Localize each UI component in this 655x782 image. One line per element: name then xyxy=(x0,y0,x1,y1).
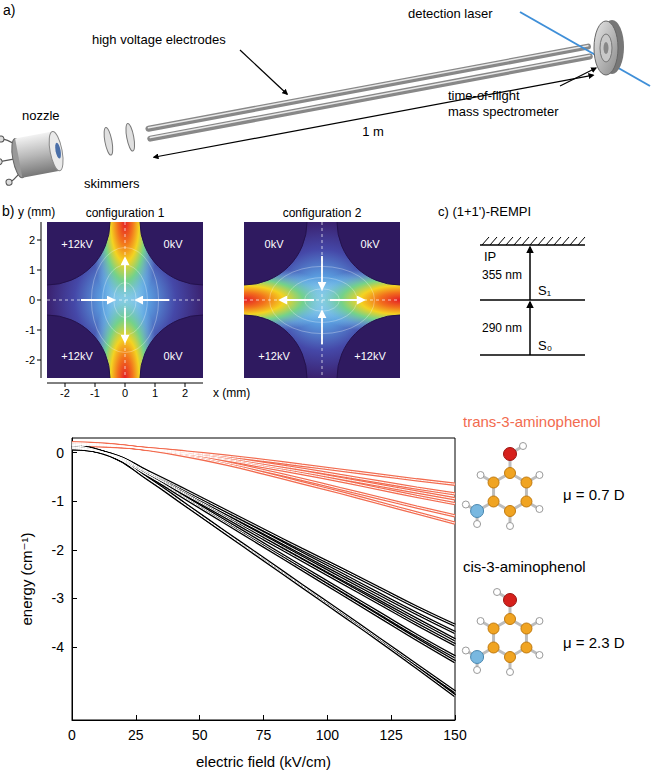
svg-text:c) (1+1')-REMPI: c) (1+1')-REMPI xyxy=(438,204,531,219)
svg-text:50: 50 xyxy=(192,727,208,743)
svg-text:IP: IP xyxy=(484,249,496,264)
svg-text:time-of-flight: time-of-flight xyxy=(448,88,520,103)
svg-text:150: 150 xyxy=(443,727,467,743)
svg-text:-3: -3 xyxy=(52,590,65,606)
svg-text:1: 1 xyxy=(29,264,35,276)
svg-text:2: 2 xyxy=(29,234,35,246)
svg-text:b): b) xyxy=(2,203,14,219)
svg-text:-2: -2 xyxy=(60,387,70,399)
svg-text:skimmers: skimmers xyxy=(84,176,140,191)
svg-text:a): a) xyxy=(3,2,15,18)
svg-text:2: 2 xyxy=(182,387,188,399)
svg-text:configuration 2: configuration 2 xyxy=(283,206,362,220)
svg-text:high voltage electrodes: high voltage electrodes xyxy=(92,32,226,47)
svg-text:x (mm): x (mm) xyxy=(213,386,250,400)
svg-text:nozzle: nozzle xyxy=(22,108,60,123)
svg-text:μ = 2.3 D: μ = 2.3 D xyxy=(563,634,625,651)
svg-text:detection laser: detection laser xyxy=(408,6,493,21)
svg-text:configuration 1: configuration 1 xyxy=(86,206,165,220)
svg-text:-2: -2 xyxy=(25,354,35,366)
svg-text:100: 100 xyxy=(316,727,340,743)
svg-text:0: 0 xyxy=(29,294,35,306)
svg-text:μ = 0.7 D: μ = 0.7 D xyxy=(563,486,625,503)
svg-text:0: 0 xyxy=(68,727,76,743)
svg-text:+12kV: +12kV xyxy=(354,350,386,362)
svg-text:0: 0 xyxy=(122,387,128,399)
svg-text:trans-3-aminophenol: trans-3-aminophenol xyxy=(463,413,601,430)
svg-text:S₀: S₀ xyxy=(538,338,552,353)
svg-text:1 m: 1 m xyxy=(362,124,384,139)
svg-text:-4: -4 xyxy=(52,639,65,655)
svg-text:+12kV: +12kV xyxy=(61,350,93,362)
svg-text:0kV: 0kV xyxy=(164,238,184,250)
svg-text:cis-3-aminophenol: cis-3-aminophenol xyxy=(463,558,586,575)
svg-text:290 nm: 290 nm xyxy=(482,321,522,335)
svg-text:1: 1 xyxy=(152,387,158,399)
svg-text:-1: -1 xyxy=(90,387,100,399)
svg-text:0kV: 0kV xyxy=(361,238,381,250)
svg-text:-1: -1 xyxy=(25,324,35,336)
svg-text:75: 75 xyxy=(256,727,272,743)
svg-text:energy (cm⁻¹): energy (cm⁻¹) xyxy=(18,533,35,626)
svg-text:355 nm: 355 nm xyxy=(482,268,522,282)
svg-text:0kV: 0kV xyxy=(164,350,184,362)
svg-text:electric field (kV/cm): electric field (kV/cm) xyxy=(196,753,331,770)
svg-text:S₁: S₁ xyxy=(538,283,552,298)
svg-text:-1: -1 xyxy=(52,493,65,509)
svg-text:125: 125 xyxy=(379,727,403,743)
svg-text:mass spectrometer: mass spectrometer xyxy=(448,104,559,119)
svg-text:0: 0 xyxy=(56,445,64,461)
svg-text:+12kV: +12kV xyxy=(61,238,93,250)
svg-text:y (mm): y (mm) xyxy=(18,205,55,219)
svg-text:0kV: 0kV xyxy=(265,238,285,250)
svg-text:-2: -2 xyxy=(52,542,65,558)
svg-text:+12kV: +12kV xyxy=(258,350,290,362)
svg-text:25: 25 xyxy=(128,727,144,743)
